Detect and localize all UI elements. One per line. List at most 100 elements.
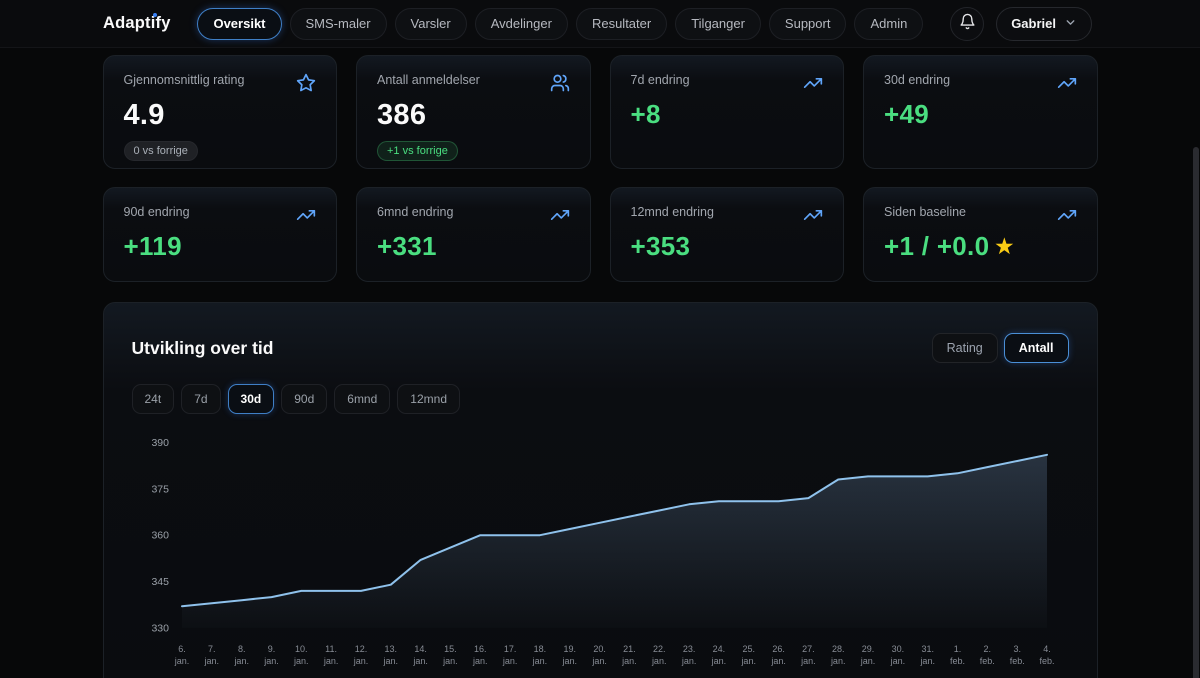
chart-title: Utvikling over tid [131,337,274,358]
stat-value: +49 [884,99,930,129]
vertical-scrollbar-thumb[interactable] [1193,147,1199,678]
x-tick-label: 28. jan. [829,644,845,666]
chart-card: Utvikling over tid Rating Antall 24t 7d … [102,302,1098,678]
x-tick-label: 23. jan. [680,644,696,666]
stat-value: +331 [377,231,437,261]
range-button-6mnd[interactable]: 6mnd [334,384,391,414]
stat-value: 4.9 [123,99,165,131]
stat-label: 6mnd endring [377,205,454,219]
stat-value: +8 [630,99,661,129]
nav-tab-sms-maler[interactable]: SMS-maler [289,7,387,40]
x-tick-label: 21. jan. [621,644,637,666]
star-icon [296,73,316,93]
x-tick-label: 27. jan. [800,644,816,666]
app-logo: Adaptify [103,13,171,32]
stat-label: 12mnd endring [630,205,714,219]
chevron-down-icon [1064,16,1077,32]
stat-badge: +1 vs forrige [377,141,458,161]
x-tick-label: 22. jan. [650,644,666,666]
stat-card-30d: 30d endring +49 [863,55,1098,169]
stats-row-1: Gjennomsnittlig rating 4.9 0 vs forrige … [102,55,1098,169]
stat-value: +1 / +0.0 ★ [884,231,1014,261]
chart-mode-toggle: Rating Antall [931,333,1069,363]
trending-up-icon [803,205,823,225]
x-tick-label: 13. jan. [382,644,398,666]
x-tick-label: 24. jan. [710,644,726,666]
stat-card-anmeldelser: Antall anmeldelser 386 +1 vs forrige [356,55,591,169]
mode-button-rating[interactable]: Rating [931,333,998,363]
x-tick-label: 31. jan. [919,644,935,666]
x-tick-label: 26. jan. [770,644,786,666]
nav-tab-oversikt[interactable]: Oversikt [197,7,282,40]
user-menu-button[interactable]: Gabriel [996,6,1092,41]
nav-tab-avdelinger[interactable]: Avdelinger [474,7,568,40]
mode-button-antall[interactable]: Antall [1003,333,1069,363]
x-tick-label: 15. jan. [442,644,458,666]
x-tick-label: 4. feb. [1039,644,1054,666]
nav-tab-tilganger[interactable]: Tilganger [675,7,761,40]
range-button-7d[interactable]: 7d [181,384,221,414]
range-button-90d[interactable]: 90d [281,384,328,414]
stat-label: 90d endring [123,205,190,219]
chart-area-fill [181,454,1047,628]
x-tick-label: 7. jan. [203,644,219,666]
x-tick-label: 10. jan. [293,644,309,666]
stat-label: Siden baseline [884,205,967,219]
stat-label: 7d endring [630,73,690,87]
nav-tab-varsler[interactable]: Varsler [394,7,467,40]
range-button-12mnd[interactable]: 12mnd [397,384,460,414]
stat-card-7d: 7d endring +8 [609,55,844,169]
x-tick-label: 20. jan. [591,644,607,666]
stat-badge: 0 vs forrige [123,141,198,161]
x-tick-label: 30. jan. [889,644,905,666]
notifications-button[interactable] [950,6,985,41]
x-tick-label: 19. jan. [561,644,577,666]
line-chart: 330 345 360 375 390 6. jan. 7. jan. 8. jan. 9. jan.… [151,437,1054,666]
y-tick-label: 330 [151,623,169,635]
chart-plot-area: 330 345 360 375 390 6. jan. 7. jan. 8. jan. 9. jan.… [104,431,1097,678]
logo-accent-dot [152,13,157,17]
trending-up-icon [1057,205,1077,225]
x-tick-label: 9. jan. [263,644,279,666]
stat-value: +119 [123,231,182,261]
stat-card-90d: 90d endring +119 [102,187,337,282]
x-tick-label: 8. jan. [233,644,249,666]
chart-range-buttons: 24t 7d 30d 90d 6mnd 12mnd [131,384,1069,414]
nav-right: Gabriel [950,6,1186,41]
stat-card-12mnd: 12mnd endring +353 [609,187,844,282]
x-tick-label: 29. jan. [859,644,875,666]
x-tick-label: 2. feb. [979,644,994,666]
stat-label: 30d endring [884,73,951,87]
stats-row-2: 90d endring +119 6mnd endring +331 [102,187,1098,282]
nav-tab-support[interactable]: Support [768,7,847,40]
nav-tab-admin[interactable]: Admin [854,7,924,40]
nav-tab-resultater[interactable]: Resultater [575,7,668,40]
stat-label: Gjennomsnittlig rating [123,73,245,87]
bell-icon [959,13,976,35]
nav-tabs: Oversikt SMS-maler Varsler Avdelinger Re… [197,7,924,40]
star-filled-icon: ★ [995,236,1014,258]
y-axis-labels: 330 345 360 375 390 [151,437,169,635]
x-tick-label: 17. jan. [501,644,517,666]
x-tick-label: 16. jan. [472,644,488,666]
x-tick-label: 3. feb. [1009,644,1024,666]
x-tick-label: 12. jan. [352,644,368,666]
y-tick-label: 345 [151,576,169,588]
top-nav: Adaptify Oversikt SMS-maler Varsler Avde… [0,0,1200,48]
stat-card-baseline: Siden baseline +1 / +0.0 ★ [863,187,1098,282]
x-tick-label: 18. jan. [531,644,547,666]
x-tick-label: 1. feb. [949,644,964,666]
stat-value: +353 [630,231,691,261]
y-tick-label: 390 [151,437,169,449]
x-tick-label: 11. jan. [322,644,338,666]
stat-card-6mnd: 6mnd endring +331 [356,187,591,282]
range-button-30d[interactable]: 30d [227,384,275,414]
x-tick-label: 6. jan. [173,644,189,666]
stat-card-rating: Gjennomsnittlig rating 4.9 0 vs forrige [102,55,337,169]
users-icon [550,73,570,93]
stat-value: 386 [377,99,427,131]
range-button-24t[interactable]: 24t [131,384,175,414]
x-axis-labels: 6. jan. 7. jan. 8. jan. 9. jan. 10. jan. 11. jan. 12… [173,644,1054,666]
trending-up-icon [1057,73,1077,93]
y-tick-label: 360 [151,530,169,542]
